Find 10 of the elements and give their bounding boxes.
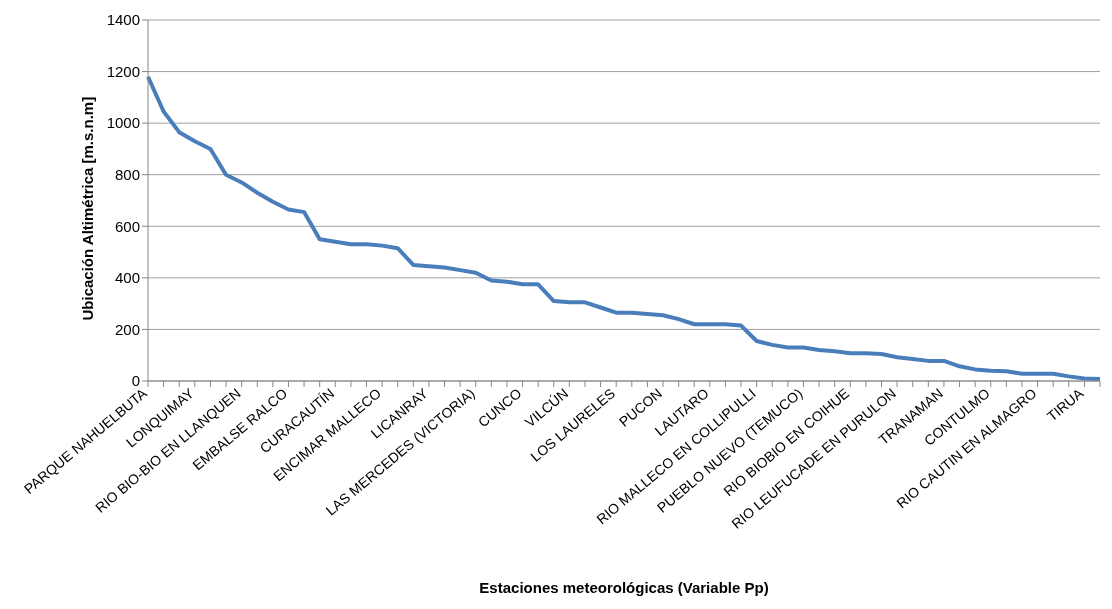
y-tick-label: 200	[114, 320, 140, 338]
y-tick-label: 1400	[106, 11, 140, 29]
y-tick-label: 0	[131, 372, 140, 390]
y-axis-title: Ubicación Altimétrica [m.s.n.m]	[79, 96, 97, 321]
y-tick-label: 800	[114, 166, 140, 184]
y-tick-label: 600	[114, 217, 140, 235]
y-tick-label: 400	[114, 269, 140, 287]
x-axis-title: Estaciones meteorológicas (Variable Pp)	[479, 579, 769, 596]
y-tick-label: 1200	[106, 62, 140, 80]
y-tick-label: 1000	[106, 114, 140, 132]
